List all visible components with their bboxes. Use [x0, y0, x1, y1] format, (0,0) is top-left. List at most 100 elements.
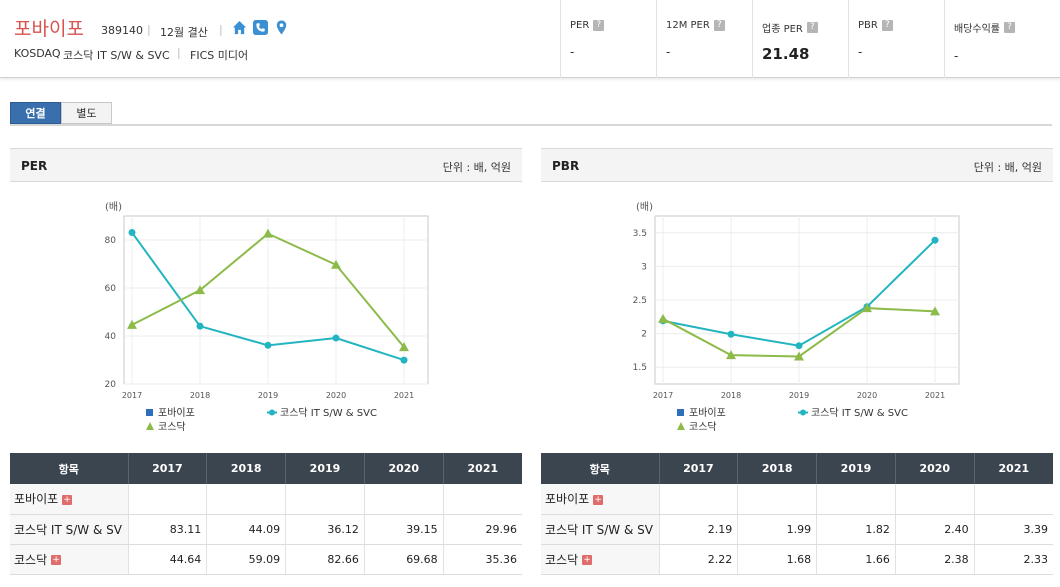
column-header: 2017: [658, 453, 738, 484]
data-point: [127, 319, 137, 329]
expand-icon[interactable]: +: [51, 555, 62, 565]
y-axis-label: (배): [105, 201, 122, 213]
per-chart: 20 40 60 80 (배) 2017 2018 2019 2020 2021 포바이포 코스닥 I…: [105, 201, 429, 433]
tab-underline: [10, 124, 1052, 126]
column-header: 항목: [10, 453, 128, 484]
column-header: 2018: [737, 453, 817, 484]
x-tick-label: 2018: [721, 391, 741, 400]
y-tick-label: 20: [105, 380, 117, 390]
tab-consolidated[interactable]: 연결: [10, 102, 61, 124]
data-point: [263, 228, 273, 238]
sector-name: 코스닥 IT S/W & SVC: [63, 49, 170, 62]
unit-label: 단위 : 배, 억원: [442, 161, 511, 174]
help-icon[interactable]: ?: [1004, 22, 1015, 33]
table-cell: [973, 484, 1053, 515]
x-tick-label: 2021: [925, 391, 945, 400]
panel-titlebar: PBR 단위 : 배, 억원: [541, 148, 1053, 182]
x-tick-label: 2017: [122, 391, 142, 400]
expand-icon[interactable]: +: [582, 555, 593, 565]
y-tick-label: 80: [105, 236, 117, 246]
help-icon[interactable]: ?: [713, 20, 725, 31]
home-icon[interactable]: [232, 20, 247, 35]
y-tick-label: 1.5: [633, 363, 647, 373]
x-tick-label: 2020: [326, 391, 346, 400]
help-icon[interactable]: ?: [806, 22, 818, 33]
help-icon[interactable]: ?: [881, 20, 893, 31]
metric-label: PER: [570, 20, 590, 31]
company-links: [232, 20, 289, 35]
legend-label: 포바이포: [689, 407, 726, 419]
table-cell: 82.66: [285, 544, 365, 575]
x-tick-label: 2020: [857, 391, 877, 400]
phone-icon[interactable]: [253, 20, 268, 35]
table-cell: 1.82: [816, 514, 896, 545]
panel-titlebar: PER 단위 : 배, 억원: [10, 148, 522, 182]
table-cell: 2.40: [894, 514, 975, 545]
metric-value: -: [954, 49, 959, 63]
legend-label: 포바이포: [158, 407, 195, 419]
table-cell: 69.68: [363, 544, 444, 575]
table-row: 포바이포 +: [541, 484, 1053, 515]
panel-title: PBR: [552, 159, 580, 173]
x-tick-label: 2019: [258, 391, 278, 400]
metric-value: -: [858, 45, 863, 59]
data-point: [658, 313, 668, 323]
table-cell: 1.99: [737, 514, 817, 545]
metric-label: 업종 PER: [762, 24, 803, 35]
row-label: 포바이포 +: [541, 484, 659, 515]
data-point: [794, 351, 804, 361]
y-tick-label: 40: [105, 332, 117, 342]
legend-label: 코스닥 IT S/W & SVC: [280, 407, 377, 419]
row-label: 코스닥 +: [541, 544, 659, 575]
table-cell: [894, 484, 975, 515]
table-header-row: 항목 2017 2018 2019 2020 2021: [541, 453, 1053, 484]
legend-label: 코스닥: [158, 421, 186, 433]
y-tick-label: 60: [105, 284, 117, 294]
row-label-text: 코스닥 IT S/W & SV: [14, 522, 122, 537]
expand-icon[interactable]: +: [62, 494, 73, 505]
y-tick-label: 3: [641, 262, 647, 272]
row-label-text: 코스닥: [545, 552, 579, 567]
per-table: 항목 2017 2018 2019 2020 2021 포바이포 + 코스닥 IT…: [10, 453, 522, 575]
legend-label: 코스닥: [689, 421, 717, 433]
table-cell: 39.15: [363, 514, 444, 545]
tab-separate[interactable]: 별도: [61, 102, 112, 124]
row-label-text: 코스닥 IT S/W & SV: [545, 522, 653, 537]
data-point: [196, 322, 204, 330]
table-cell: 59.09: [206, 544, 286, 575]
unit-label: 단위 : 배, 억원: [973, 161, 1042, 174]
data-point: [399, 342, 409, 352]
column-header: 2021: [973, 453, 1053, 484]
y-tick-label: 2.5: [633, 296, 647, 306]
column-header: 항목: [541, 453, 659, 484]
data-point: [795, 342, 803, 350]
table-header-row: 항목 2017 2018 2019 2020 2021: [10, 453, 522, 484]
table-cell: 2.33: [973, 544, 1053, 575]
data-point: [930, 306, 940, 316]
metric-12m-per: 12M PER? -: [656, 0, 752, 78]
metric-pbr: PBR? -: [848, 0, 944, 78]
table-cell: [816, 484, 896, 515]
legend-marker: [677, 422, 685, 430]
data-point: [726, 350, 736, 360]
row-label-text: 포바이포: [14, 492, 59, 507]
metric-per: PER? -: [560, 0, 656, 78]
data-point: [128, 229, 136, 237]
column-header: 2019: [285, 453, 365, 484]
table-cell: 35.36: [442, 544, 522, 575]
metric-dividend-yield: 배당수익률? -: [944, 0, 1040, 78]
table-cell: 83.11: [127, 514, 207, 545]
expand-icon[interactable]: +: [593, 494, 604, 505]
data-point: [931, 236, 939, 244]
metric-value: -: [666, 45, 671, 59]
help-icon[interactable]: ?: [593, 20, 605, 31]
column-header: 2018: [206, 453, 286, 484]
table-cell: 1.68: [737, 544, 817, 575]
location-icon[interactable]: [274, 20, 289, 35]
table-row: 포바이포 +: [10, 484, 522, 515]
table-cell: [127, 484, 207, 515]
column-header: 2019: [816, 453, 896, 484]
row-label-text: 코스닥: [14, 552, 48, 567]
fiscal-month: 12월 결산: [160, 26, 208, 39]
metric-label: 12M PER: [666, 20, 710, 31]
